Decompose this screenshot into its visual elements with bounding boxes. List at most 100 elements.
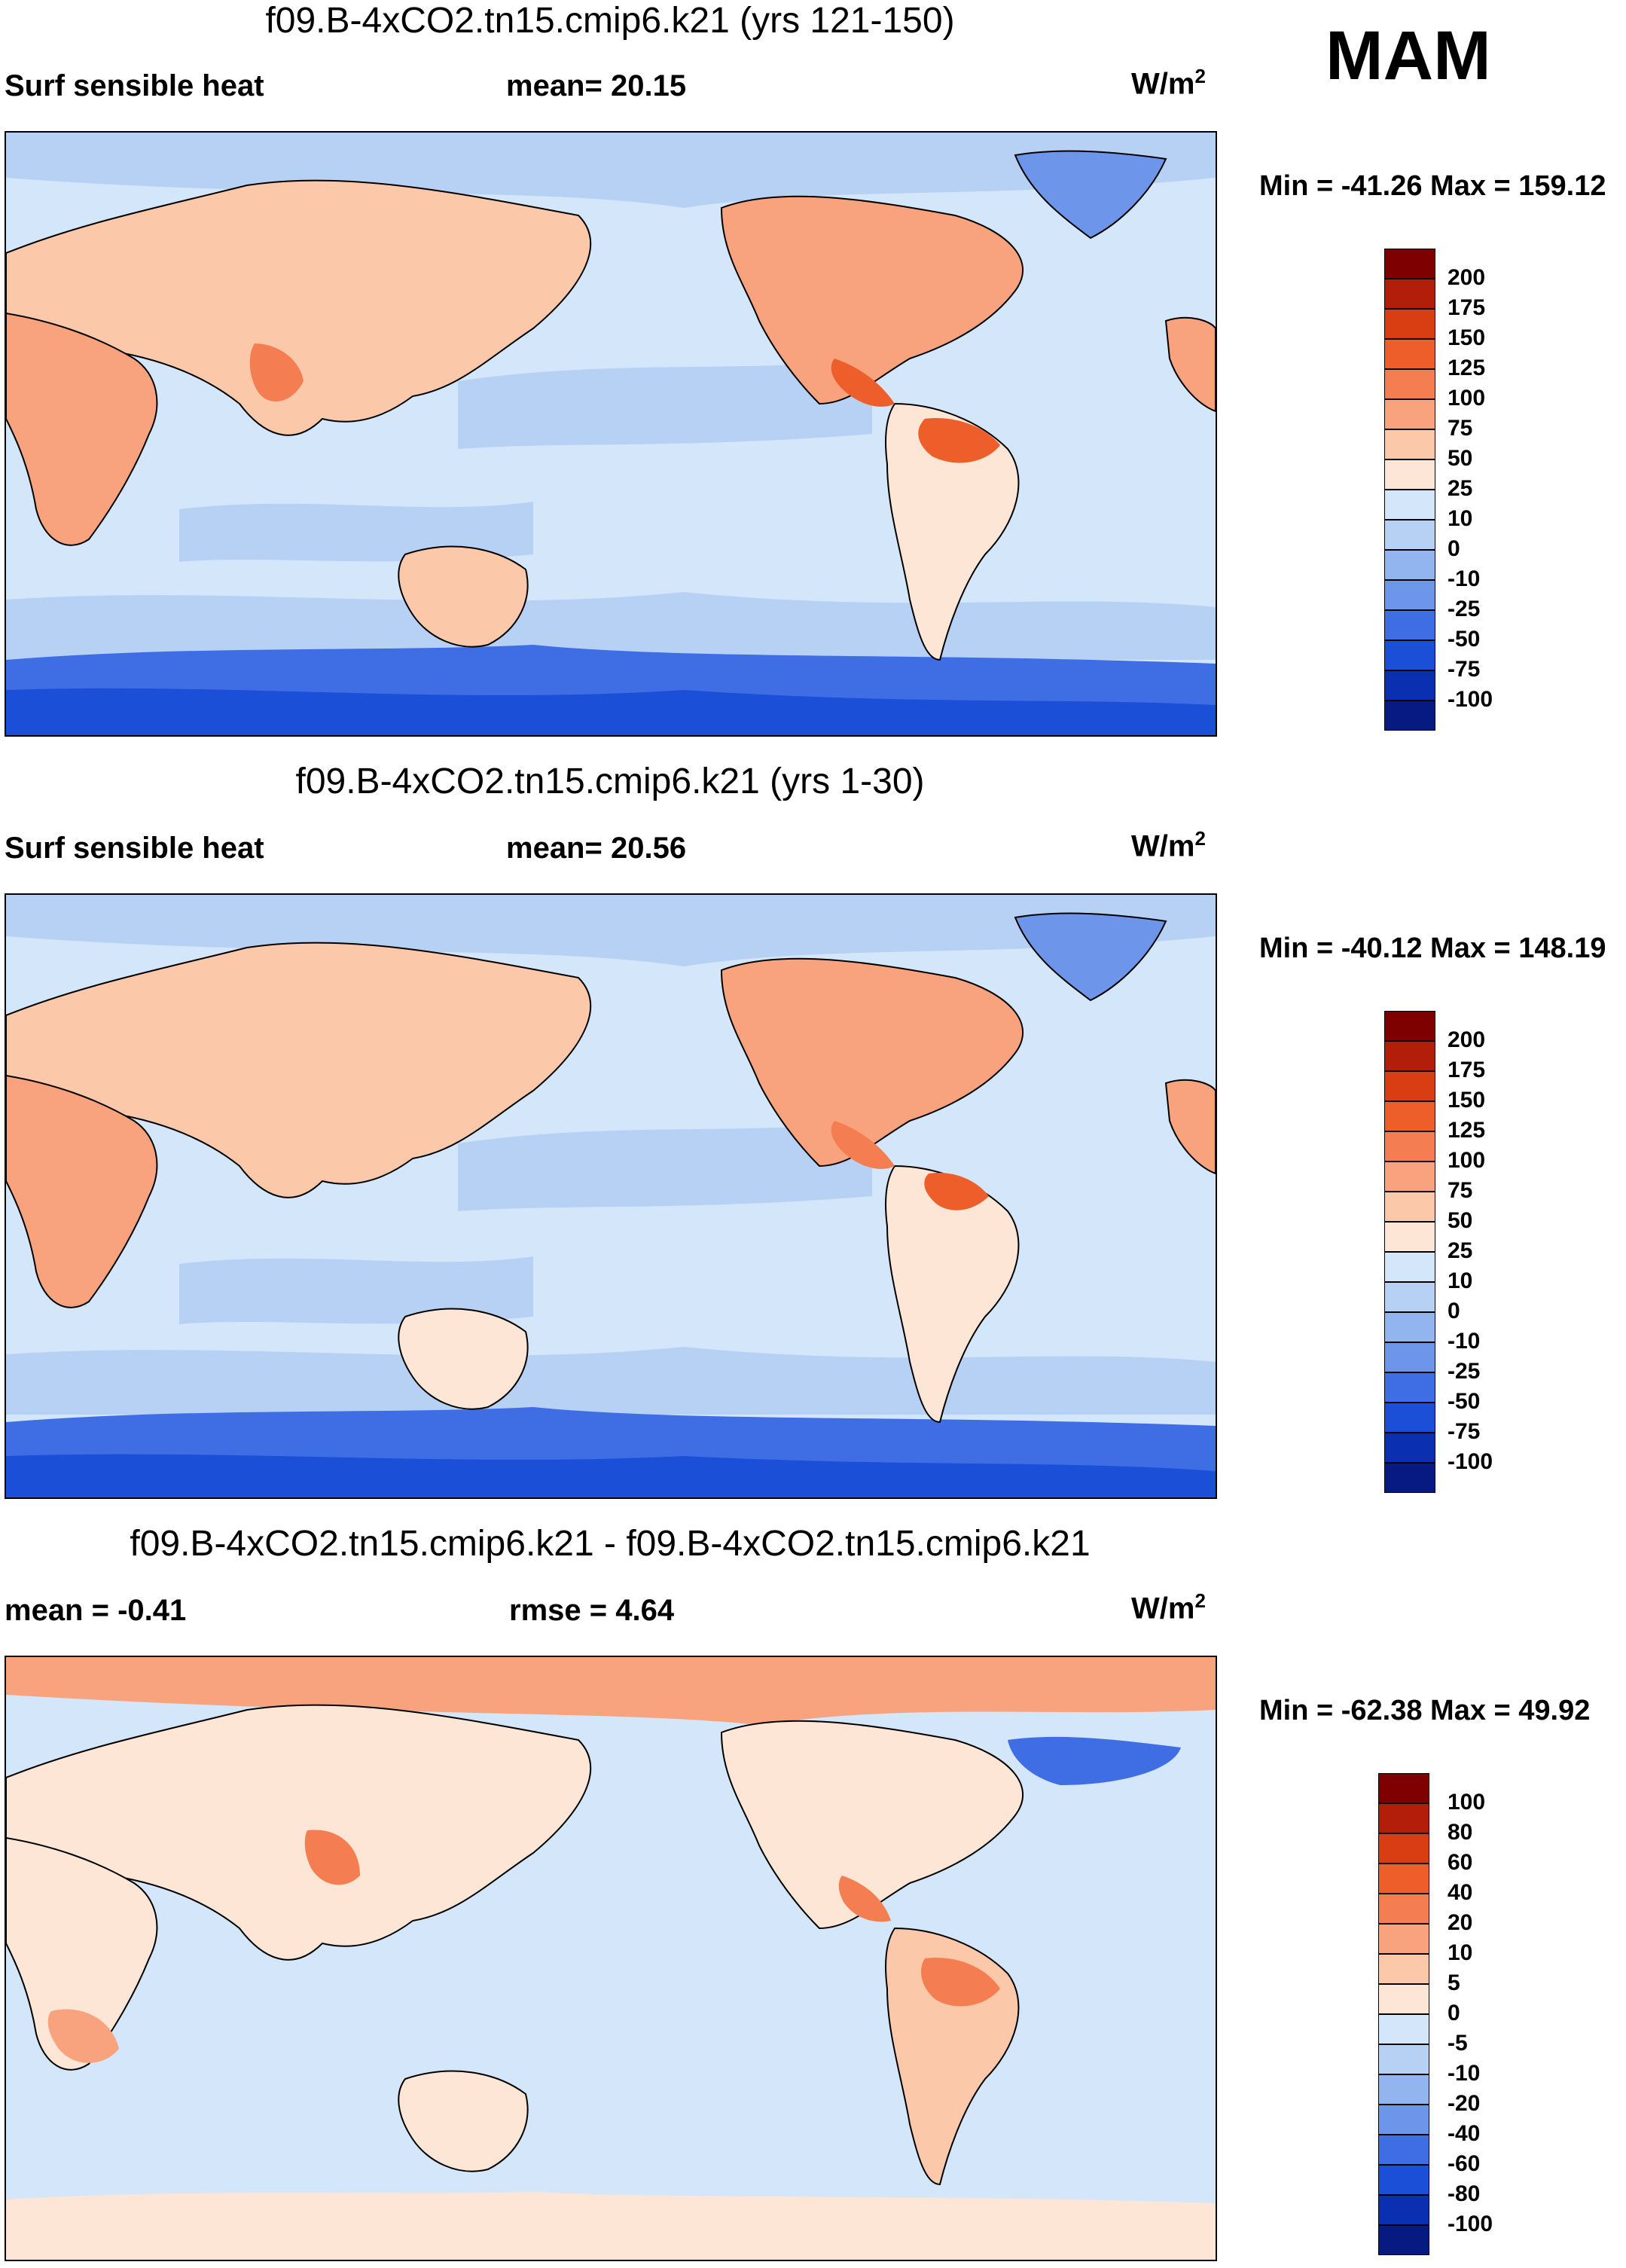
colorbar-label: 150 [1448, 1088, 1486, 1113]
amazon-hotspot [924, 1173, 989, 1210]
colorbar-label: 80 [1448, 1820, 1473, 1845]
colorbar-label: -60 [1448, 2151, 1481, 2176]
colorbar-label: 5 [1448, 1970, 1460, 1995]
australia [398, 2070, 529, 2172]
colorbar-label: 50 [1448, 446, 1473, 471]
colorbar-cell [1384, 1372, 1435, 1403]
colorbar-label: 125 [1448, 1118, 1486, 1143]
panel3-units: W/m2 [1131, 1589, 1206, 1625]
panel3-units-base: W/m [1131, 1592, 1195, 1625]
colorbar-label: 0 [1448, 1299, 1460, 1323]
colorbar-cell [1378, 1894, 1429, 1924]
colorbar-cell [1384, 1463, 1435, 1493]
colorbar-cell [1384, 490, 1435, 520]
colorbar-label: -100 [1448, 687, 1493, 712]
panel2-title: f09.B-4xCO2.tn15.cmip6.k21 (yrs 1-30) [295, 762, 925, 801]
panel2-variable-label: Surf sensible heat [5, 832, 264, 865]
panel3-map-svg [6, 1657, 1216, 2260]
colorbar-label: 200 [1448, 1027, 1486, 1052]
colorbar-cell [1384, 1071, 1435, 1101]
panel3-mean-label: mean = -0.41 [5, 1594, 187, 1627]
colorbar-label: 10 [1448, 506, 1473, 531]
colorbar-cell [1378, 2225, 1429, 2255]
colorbar-label: 40 [1448, 1880, 1473, 1905]
australia [398, 1308, 529, 1410]
colorbar-cell [1378, 1954, 1429, 1984]
colorbar-label: 75 [1448, 1178, 1473, 1203]
colorbar-cell [1384, 1342, 1435, 1372]
panel1-mean-label: mean= 20.15 [506, 69, 687, 102]
south-america [885, 1165, 1020, 1424]
colorbar-label: 25 [1448, 476, 1473, 501]
colorbar-cell [1384, 1192, 1435, 1222]
panel3-colorbar: 100 80 60 40 20 10 5 0 -5 -10 -20 -40 -6… [1378, 1773, 1493, 2255]
colorbar-cell [1378, 1803, 1429, 1833]
north-america [720, 1720, 1024, 1930]
colorbar-label: 100 [1448, 386, 1486, 411]
colorbar-label: 0 [1448, 536, 1460, 561]
antarctica-dark [6, 688, 1216, 735]
colorbar-cell [1378, 1924, 1429, 1954]
colorbar-label: 100 [1448, 1148, 1486, 1173]
panel2-units-sup: 2 [1194, 827, 1206, 850]
greenland [1014, 150, 1167, 240]
colorbar-cell [1384, 520, 1435, 550]
colorbar-label: 100 [1448, 1790, 1486, 1815]
australia [398, 545, 529, 648]
colorbar-cell [1384, 369, 1435, 399]
colorbar-label: -10 [1448, 2061, 1481, 2086]
greenland [1014, 912, 1167, 1002]
colorbar-label: 50 [1448, 1208, 1473, 1233]
panel3-title: f09.B-4xCO2.tn15.cmip6.k21 - f09.B-4xCO2… [130, 1524, 1091, 1564]
colorbar-label: -25 [1448, 1359, 1481, 1384]
colorbar-cell [1384, 1101, 1435, 1131]
central-america-hotspot [831, 1121, 895, 1169]
colorbar-label: -10 [1448, 1329, 1481, 1354]
panel1-minmax: Min = -41.26 Max = 159.12 [1259, 170, 1606, 202]
panel1-map-svg [6, 133, 1216, 735]
colorbar-label: 25 [1448, 1238, 1473, 1263]
colorbar-label: 75 [1448, 416, 1473, 441]
panel2-minmax: Min = -40.12 Max = 148.19 [1259, 933, 1606, 964]
colorbar-cell [1378, 1984, 1429, 2014]
colorbar-cell [1384, 249, 1435, 279]
colorbar-cell [1378, 2135, 1429, 2165]
africa [6, 1074, 158, 1308]
subtropic-band-north [458, 359, 872, 449]
colorbar-cell [1384, 279, 1435, 309]
north-america [720, 195, 1024, 405]
colorbar-cell [1384, 701, 1435, 731]
colorbar-cell [1378, 2165, 1429, 2195]
panel1-title: f09.B-4xCO2.tn15.cmip6.k21 (yrs 121-150) [265, 1, 955, 41]
southern-band [6, 1347, 1216, 1415]
panel3-units-sup: 2 [1194, 1589, 1206, 1612]
colorbar-cell [1378, 2044, 1429, 2074]
colorbar-label: 175 [1448, 295, 1486, 320]
colorbar-cell [1378, 2105, 1429, 2135]
panel3-rmse-label: rmse = 4.64 [509, 1594, 675, 1627]
south-africa-warm [47, 2009, 119, 2063]
colorbar-cell [1378, 1833, 1429, 1864]
colorbar-cell [1384, 459, 1435, 490]
colorbar-cell [1384, 550, 1435, 580]
colorbar-label: -50 [1448, 1389, 1481, 1414]
panel1-variable-label: Surf sensible heat [5, 69, 264, 102]
colorbar-label: 10 [1448, 1268, 1473, 1293]
colorbar-label: -100 [1448, 1449, 1493, 1474]
subtropic-band-north [458, 1121, 872, 1211]
panel2-colorbar: 200 175 150 125 100 75 50 25 10 0 -10 -2… [1384, 1011, 1493, 1493]
panel1-units-base: W/m [1131, 67, 1195, 101]
north-atlantic-cold [1008, 1736, 1181, 1785]
africa [6, 312, 158, 546]
colorbar-cell [1378, 2195, 1429, 2225]
colorbar-label: -75 [1448, 657, 1481, 682]
colorbar-cell [1384, 670, 1435, 701]
colorbar-label: 150 [1448, 325, 1486, 350]
colorbar-label: -10 [1448, 566, 1481, 591]
north-america [720, 957, 1024, 1168]
africa [6, 1836, 158, 2071]
colorbar-cell [1384, 1312, 1435, 1342]
colorbar-label: -50 [1448, 627, 1481, 652]
colorbar-cell [1384, 1131, 1435, 1161]
antarctica-dark [6, 1454, 1216, 1497]
